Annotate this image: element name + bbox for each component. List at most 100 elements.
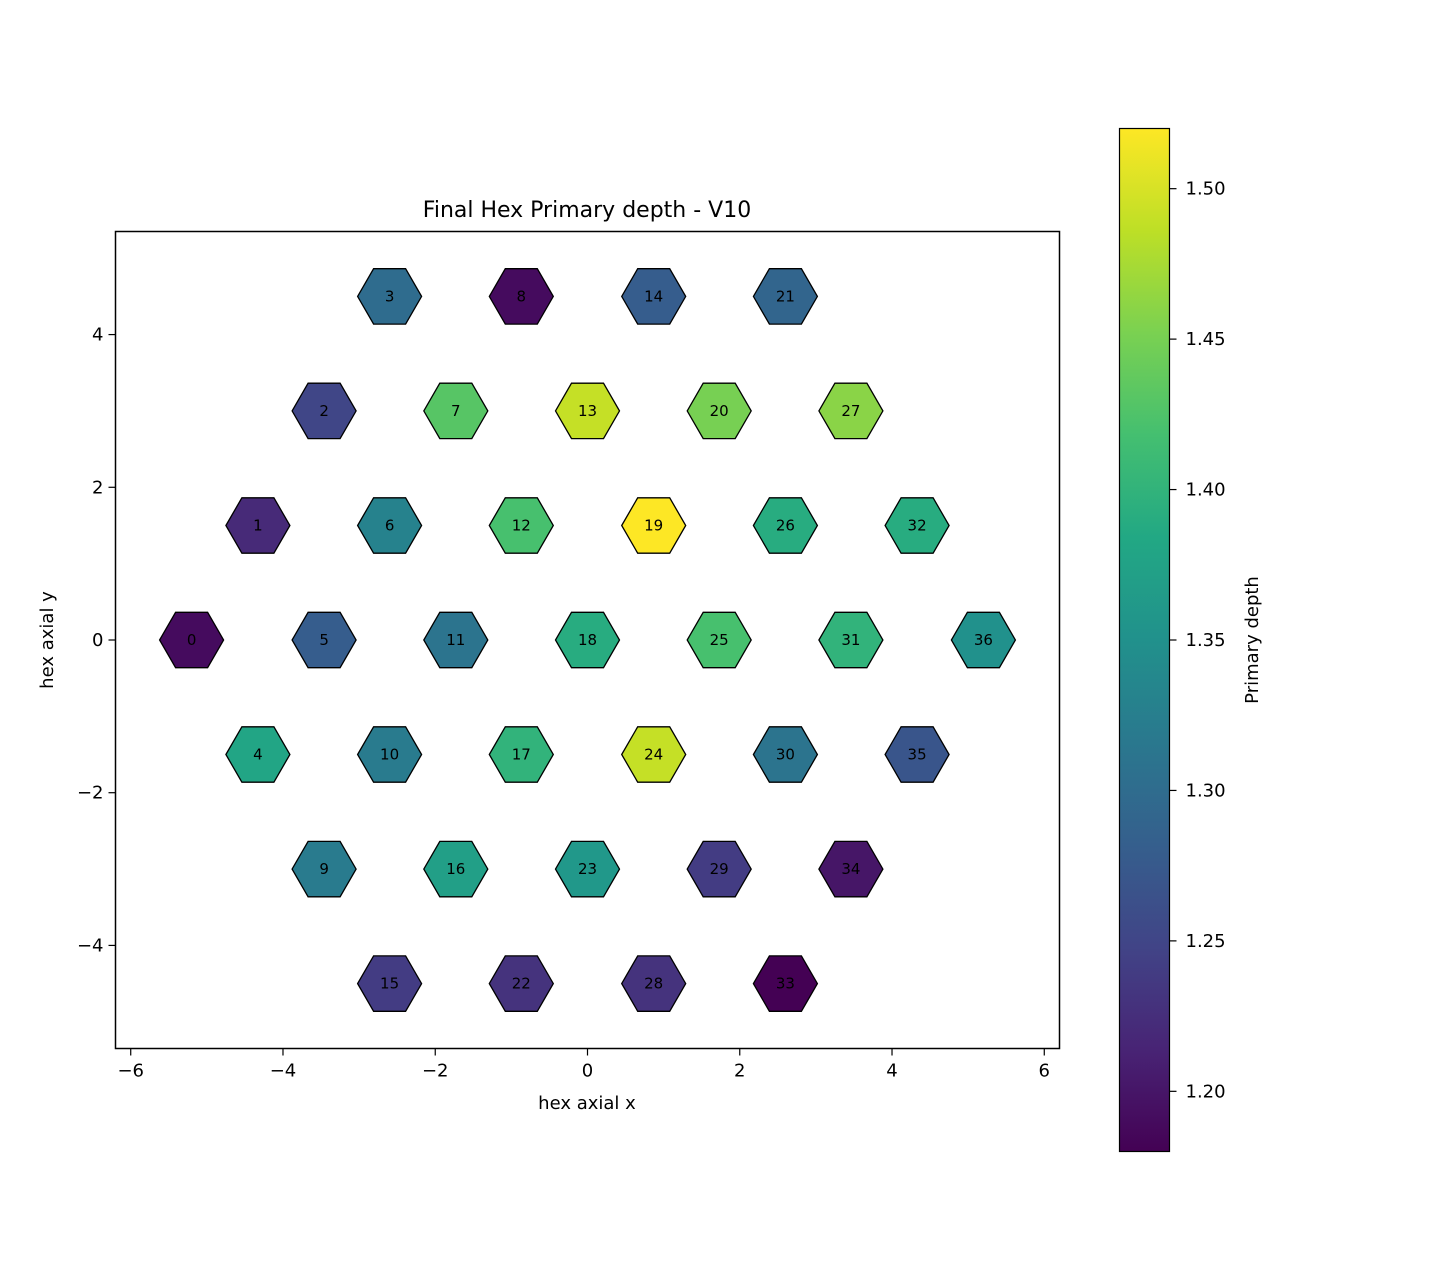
colorbar-tick-label: 1.45 [1186, 329, 1226, 350]
y-axis-ticks: −4 −2 0 2 4 [77, 325, 116, 956]
hex-cell-15 [356, 955, 423, 1012]
hex-cell-label-1: 1 [253, 517, 263, 535]
hex-cell-0 [158, 611, 225, 669]
colorbar-tick-label: 1.25 [1186, 931, 1226, 952]
hex-cell-label-36: 36 [974, 631, 993, 649]
hex-cell-label-22: 22 [512, 975, 531, 993]
hex-cell-label-21: 21 [776, 287, 795, 305]
colorbar-tick-label: 1.40 [1186, 480, 1226, 501]
hex-cell-label-12: 12 [512, 517, 531, 535]
hex-cell-label-13: 13 [578, 402, 597, 420]
hex-cell-label-33: 33 [776, 975, 795, 993]
hex-cell-16 [423, 840, 489, 898]
hex-cell-label-11: 11 [446, 631, 465, 649]
hex-cell-label-24: 24 [644, 746, 663, 764]
y-axis-label: hex axial y [37, 591, 58, 689]
hex-cell-32 [884, 497, 950, 554]
hex-cell-label-32: 32 [908, 517, 927, 535]
hex-cell-label-19: 19 [644, 517, 663, 535]
hex-cell-3 [356, 268, 423, 325]
colorbar [1118, 127, 1171, 1153]
hex-cell-label-20: 20 [710, 402, 729, 420]
hex-cell-label-28: 28 [644, 975, 663, 993]
hex-cell-label-25: 25 [710, 631, 729, 649]
hex-cell-33 [752, 955, 819, 1012]
hex-cell-4 [225, 726, 291, 783]
colorbar-tick-label: 1.50 [1186, 179, 1226, 200]
hex-cells: 0123456789101112131415161718192021222324… [158, 268, 1017, 1012]
hex-cell-label-30: 30 [776, 746, 795, 764]
hex-cell-label-15: 15 [380, 975, 399, 993]
hex-cell-label-31: 31 [841, 631, 860, 649]
x-tick-label: 6 [1039, 1061, 1050, 1082]
hex-cell-label-10: 10 [380, 746, 399, 764]
hex-cell-label-14: 14 [644, 287, 663, 305]
hex-cell-label-26: 26 [776, 517, 795, 535]
y-tick-label: 4 [92, 325, 103, 346]
hex-cell-35 [884, 726, 950, 783]
x-tick-label: 4 [886, 1061, 897, 1082]
hex-cell-24 [620, 726, 687, 783]
hex-cell-label-29: 29 [710, 860, 729, 878]
hex-cell-label-7: 7 [451, 402, 461, 420]
hex-cell-label-16: 16 [446, 860, 465, 878]
hex-cell-9 [291, 840, 357, 898]
hex-cell-7 [423, 382, 489, 440]
hex-cell-29 [686, 840, 752, 898]
hex-cell-21 [752, 268, 819, 325]
hex-cell-30 [752, 726, 819, 783]
hex-cell-14 [620, 268, 687, 325]
hex-cell-18 [554, 611, 621, 669]
hex-cell-label-17: 17 [512, 746, 531, 764]
hex-cell-36 [950, 611, 1017, 669]
hex-cell-label-2: 2 [319, 402, 329, 420]
hex-cell-20 [686, 382, 752, 440]
hex-cell-label-27: 27 [841, 402, 860, 420]
hex-cell-label-4: 4 [253, 746, 263, 764]
hex-cell-26 [752, 497, 819, 554]
x-tick-label: −4 [270, 1061, 297, 1082]
x-axis-label: hex axial x [538, 1093, 636, 1114]
hex-cell-17 [488, 726, 555, 783]
hex-cell-2 [291, 382, 357, 440]
colorbar-ticks: 1.20 1.25 1.30 1.35 1.40 1.45 1.50 [1169, 179, 1226, 1102]
hex-cell-6 [356, 497, 423, 554]
y-tick-label: 2 [92, 477, 103, 498]
hex-cell-22 [488, 955, 555, 1012]
hex-cell-label-5: 5 [319, 631, 329, 649]
hex-cell-label-3: 3 [385, 287, 395, 305]
x-tick-label: −2 [422, 1061, 449, 1082]
hex-cell-8 [488, 268, 555, 325]
y-tick-label: −2 [77, 783, 104, 804]
hex-cell-25 [686, 611, 752, 669]
y-tick-label: 0 [92, 630, 103, 651]
hex-cell-28 [620, 955, 687, 1012]
hex-cell-5 [291, 611, 357, 669]
hex-cell-label-18: 18 [578, 631, 597, 649]
hex-cell-34 [818, 840, 884, 898]
hex-cell-11 [423, 611, 489, 669]
x-tick-label: 2 [734, 1061, 745, 1082]
colorbar-label: Primary depth [1242, 576, 1263, 704]
hex-cell-23 [554, 840, 621, 898]
hex-cell-label-6: 6 [385, 517, 395, 535]
hex-cell-label-0: 0 [187, 631, 197, 649]
x-tick-label: −6 [117, 1061, 144, 1082]
hex-cell-label-35: 35 [908, 746, 927, 764]
hex-cell-27 [818, 382, 884, 440]
hex-cell-label-23: 23 [578, 860, 597, 878]
hex-cell-19 [620, 497, 687, 554]
hex-cell-10 [356, 726, 423, 783]
y-tick-label: −4 [77, 935, 104, 956]
hex-cell-label-8: 8 [517, 287, 527, 305]
colorbar-tick-label: 1.30 [1186, 780, 1226, 801]
hex-cell-31 [818, 611, 884, 669]
hex-cell-label-34: 34 [841, 860, 860, 878]
x-tick-label: 0 [582, 1061, 593, 1082]
chart-title: Final Hex Primary depth - V10 [423, 198, 751, 223]
colorbar-tick-label: 1.20 [1186, 1081, 1226, 1102]
hex-cell-13 [554, 382, 621, 440]
hex-cell-1 [225, 497, 291, 554]
hex-cell-label-9: 9 [319, 860, 329, 878]
